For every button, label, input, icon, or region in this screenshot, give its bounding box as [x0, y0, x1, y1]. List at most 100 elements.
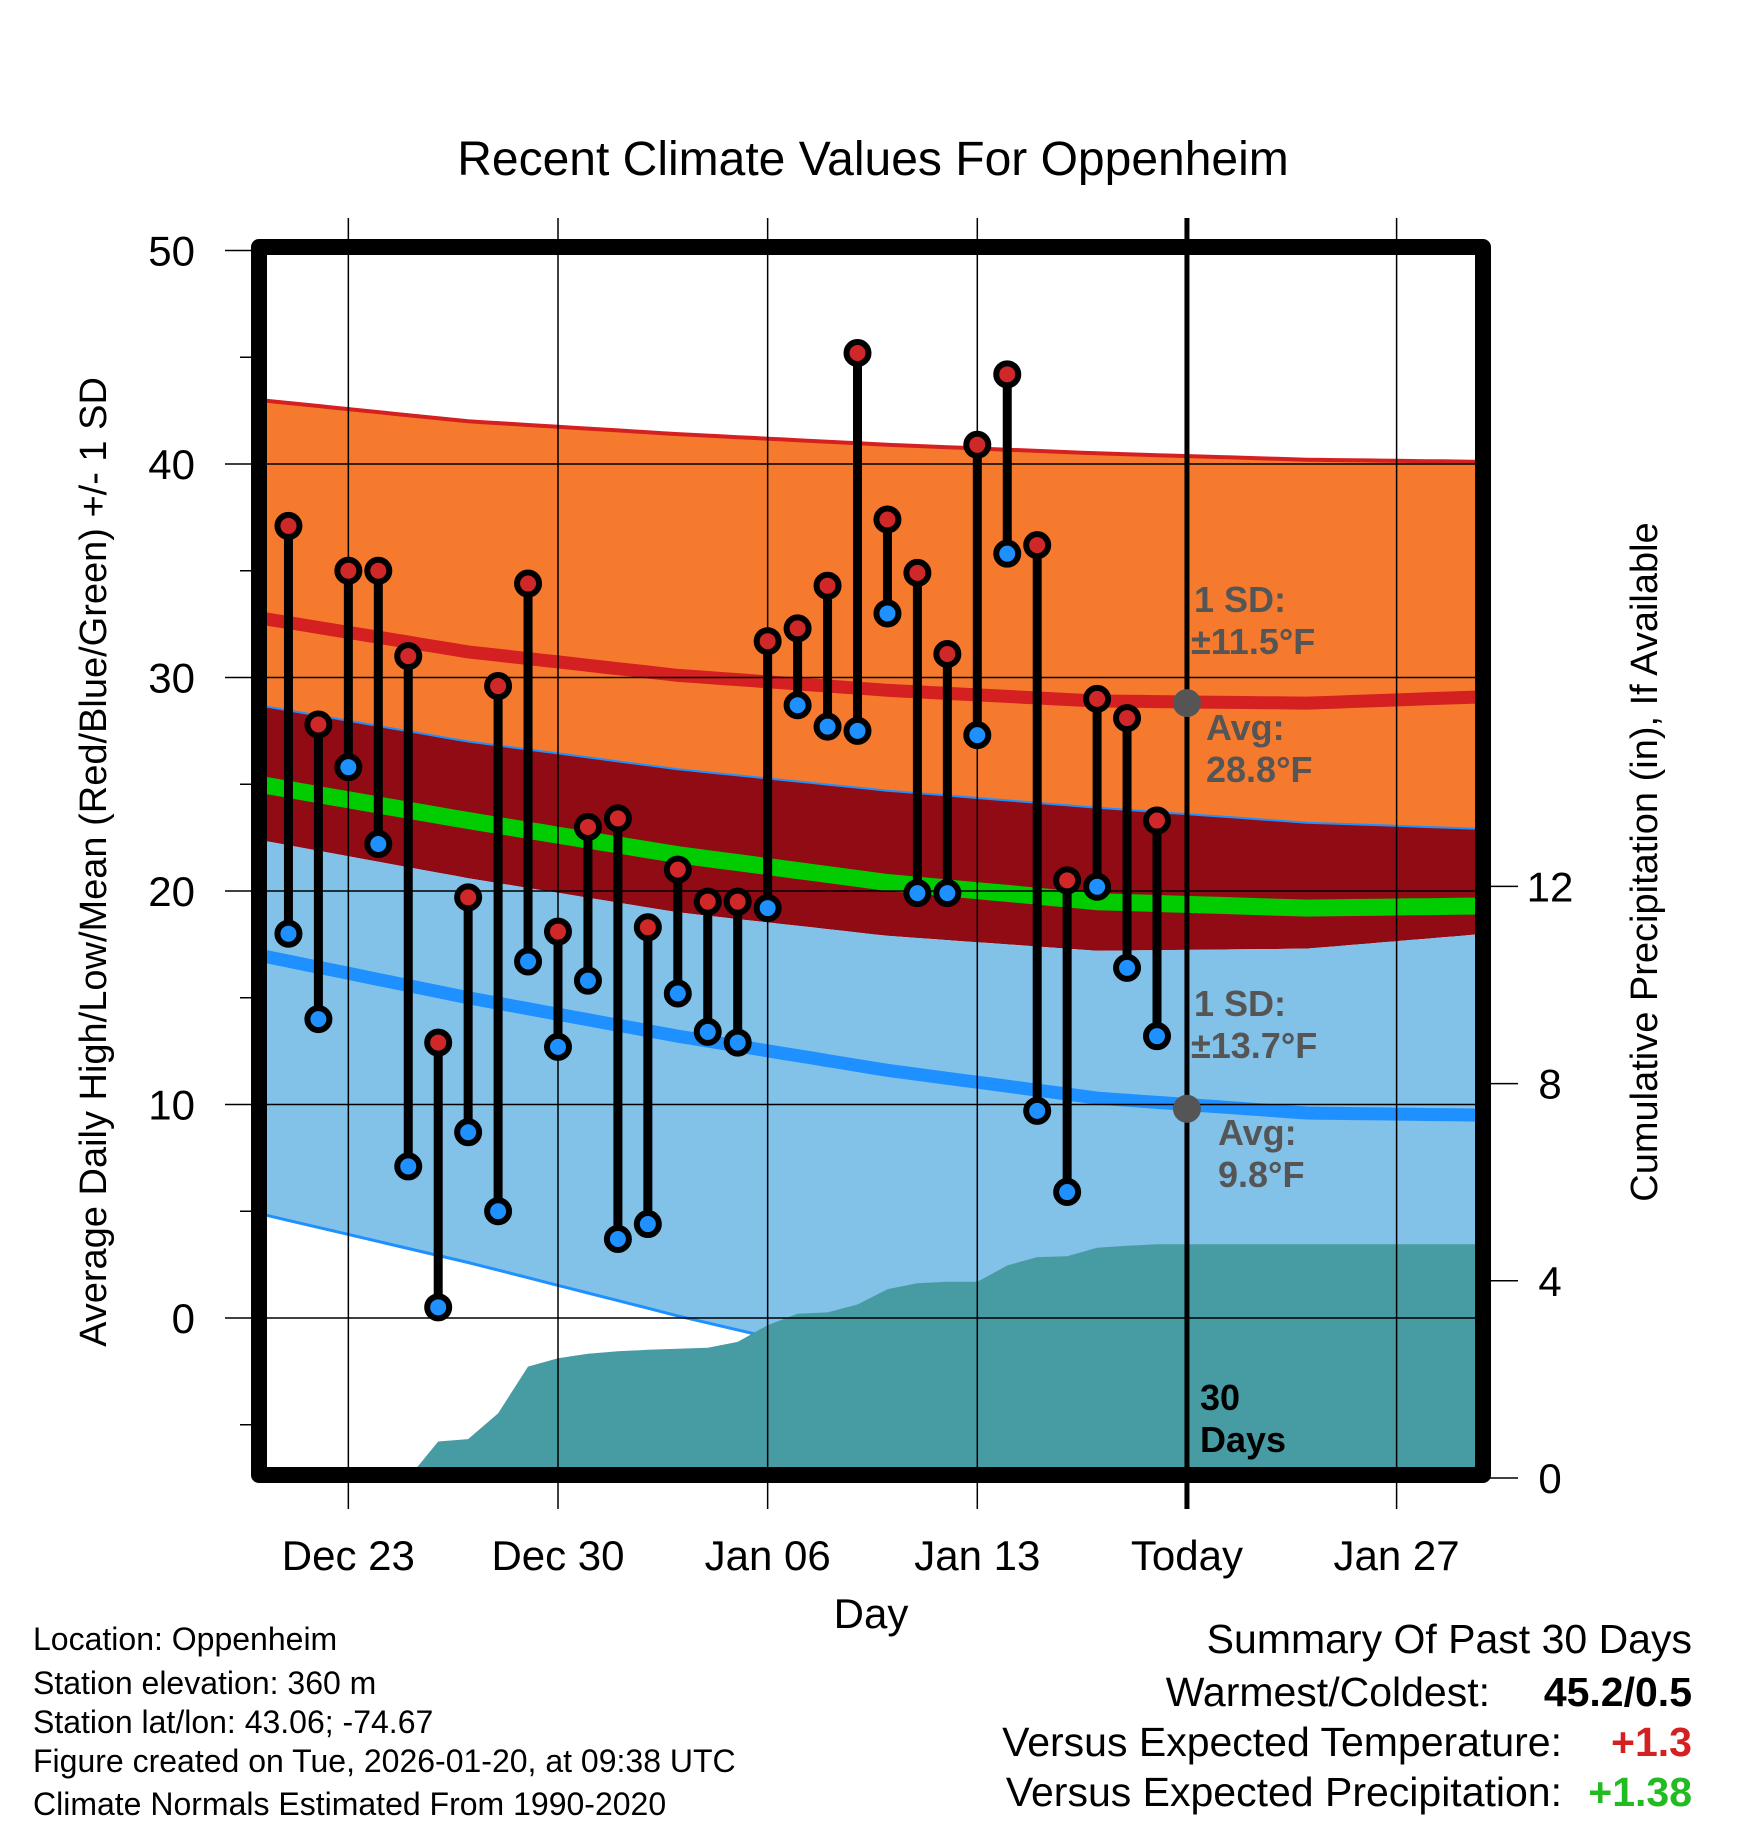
low-point	[873, 599, 902, 628]
low-point	[484, 1197, 513, 1226]
low-point	[304, 1005, 333, 1034]
high-point	[753, 627, 782, 656]
x-tick-label: Jan 06	[705, 1532, 831, 1579]
low-point	[1053, 1178, 1082, 1207]
high-point	[394, 642, 423, 671]
high-point	[783, 614, 812, 643]
high-point	[514, 569, 543, 598]
y-axis-label: Average Daily High/Low/Mean (Red/Blue/Gr…	[73, 377, 115, 1347]
low-point	[394, 1152, 423, 1181]
low-point	[1023, 1096, 1052, 1125]
plot-frame	[251, 239, 1491, 1483]
y2-tick-label: 12	[1527, 863, 1574, 910]
high-point	[933, 640, 962, 669]
high-point	[813, 571, 842, 600]
summary-title: Summary Of Past 30 Days	[1207, 1616, 1692, 1662]
x-tick-label: Dec 30	[491, 1532, 624, 1579]
low-point	[603, 1225, 632, 1254]
low-point	[903, 879, 932, 908]
low-point	[544, 1032, 572, 1061]
low-point	[454, 1118, 483, 1147]
y2-axis-label: Cumulative Precipitation (in), If Availa…	[1624, 522, 1666, 1201]
summary-temp-label: Versus Expected Temperature:	[1002, 1719, 1562, 1765]
low-sd-value: ±13.7°F	[1191, 1025, 1317, 1066]
high-point	[663, 855, 692, 884]
high-avg-label: Avg:	[1206, 707, 1285, 748]
low-point	[993, 539, 1022, 568]
high-point	[693, 887, 722, 916]
low-point	[693, 1017, 722, 1046]
y-tick-label: 50	[148, 228, 195, 275]
info-elevation: Station elevation: 360 m	[33, 1665, 376, 1701]
low-point	[633, 1210, 662, 1239]
window-days-number: 30	[1200, 1377, 1240, 1418]
low-point	[334, 753, 363, 782]
high-point	[334, 556, 363, 585]
y-tick-label: 10	[148, 1082, 195, 1129]
high-point	[424, 1028, 453, 1057]
y2-tick-label: 8	[1538, 1061, 1561, 1108]
high-point	[544, 917, 572, 946]
x-tick-label: Dec 23	[282, 1532, 415, 1579]
high-point	[633, 913, 662, 942]
low-point	[1113, 953, 1142, 982]
y-tick-label: 40	[148, 441, 195, 488]
high-avg-value: 28.8°F	[1206, 749, 1312, 790]
y-tick-label: 20	[148, 868, 195, 915]
low-point	[783, 691, 812, 720]
high-point	[603, 804, 632, 833]
low-point	[663, 979, 692, 1008]
low-point	[843, 716, 872, 745]
high-point	[963, 430, 992, 459]
summary-temp-value: +1.3	[1611, 1719, 1692, 1765]
high-point	[1083, 684, 1112, 713]
summary-warm-cold-label: Warmest/Coldest:	[1166, 1669, 1490, 1715]
low-point	[573, 966, 602, 995]
high-sd-value: ±11.5°F	[1191, 621, 1315, 662]
x-tick-label: Jan 13	[914, 1532, 1040, 1579]
high-point	[1023, 531, 1052, 560]
summary-panel: Summary Of Past 30 Days Warmest/Coldest:…	[1002, 1616, 1692, 1815]
low-point	[514, 947, 543, 976]
today-high-avg-marker	[1172, 689, 1201, 718]
window-days-unit: Days	[1200, 1419, 1286, 1460]
high-point	[364, 556, 393, 585]
high-sd-band	[259, 399, 1483, 829]
low-sd-label: 1 SD:	[1194, 983, 1286, 1024]
low-avg-value: 9.8°F	[1218, 1154, 1304, 1195]
summary-precip-value: +1.38	[1588, 1769, 1692, 1815]
low-point	[1143, 1022, 1171, 1051]
x-tick-label: Jan 27	[1334, 1532, 1460, 1579]
low-point	[1083, 872, 1112, 901]
high-point	[723, 887, 752, 916]
high-point	[1053, 866, 1082, 895]
high-point	[454, 883, 483, 912]
high-point	[903, 558, 932, 587]
high-point	[843, 338, 872, 367]
high-point	[304, 710, 333, 739]
low-point	[933, 879, 962, 908]
mean-line	[259, 775, 1483, 917]
high-point	[1113, 704, 1142, 733]
low-point	[813, 712, 842, 741]
low-point	[963, 721, 992, 750]
precipitation-area	[410, 1244, 1483, 1475]
chart-title: Recent Climate Values For Oppenheim	[457, 133, 1289, 186]
info-normals: Climate Normals Estimated From 1990-2020	[33, 1786, 666, 1822]
x-tick-label: Today	[1131, 1532, 1243, 1579]
overlap-band	[259, 705, 1483, 951]
y2-tick-label: 4	[1538, 1258, 1561, 1305]
high-plus-sd-line	[259, 397, 1483, 464]
high-point	[873, 505, 902, 534]
low-point	[723, 1028, 752, 1057]
info-created: Figure created on Tue, 2026-01-20, at 09…	[33, 1743, 736, 1779]
low-avg-line	[259, 948, 1483, 1122]
info-latlon: Station lat/lon: 43.06; -74.67	[33, 1704, 433, 1740]
high-minus-sd-line	[259, 704, 1483, 830]
station-info: Location: Oppenheim Station elevation: 3…	[33, 1621, 736, 1822]
info-location: Location: Oppenheim	[33, 1621, 337, 1657]
high-point	[274, 511, 303, 540]
y2-tick-label: 0	[1538, 1455, 1561, 1502]
low-avg-label: Avg:	[1218, 1112, 1297, 1153]
